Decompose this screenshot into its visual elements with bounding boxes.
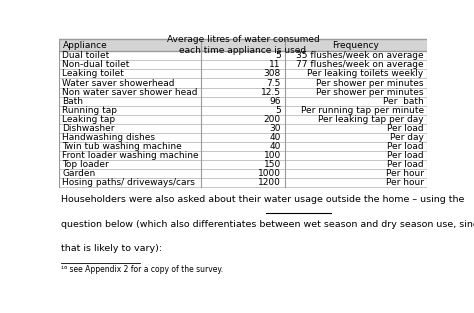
- Text: Per shower per minutes: Per shower per minutes: [316, 79, 424, 88]
- Text: 308: 308: [264, 69, 281, 79]
- Text: Leaking tap: Leaking tap: [62, 115, 115, 124]
- Text: Leaking toilet: Leaking toilet: [62, 69, 124, 79]
- Text: Non water saver shower head: Non water saver shower head: [62, 88, 198, 96]
- Text: Per running tap per minute: Per running tap per minute: [301, 105, 424, 115]
- Text: Appliance: Appliance: [63, 41, 108, 49]
- Text: Per load: Per load: [387, 142, 424, 151]
- Text: Top loader: Top loader: [62, 160, 109, 169]
- Text: Dishwasher: Dishwasher: [62, 124, 115, 133]
- Text: 40: 40: [269, 142, 281, 151]
- Text: Front loader washing machine: Front loader washing machine: [62, 151, 199, 160]
- Text: 7.5: 7.5: [266, 79, 281, 88]
- Text: Per load: Per load: [387, 151, 424, 160]
- Text: Per shower per minutes: Per shower per minutes: [316, 88, 424, 96]
- Text: Per leaking tap per day: Per leaking tap per day: [318, 115, 424, 124]
- Text: Twin tub washing machine: Twin tub washing machine: [62, 142, 182, 151]
- Text: Dual toilet: Dual toilet: [62, 51, 109, 60]
- Text: 5: 5: [275, 105, 281, 115]
- Text: Per leaking toilets weekly: Per leaking toilets weekly: [308, 69, 424, 79]
- Text: 30: 30: [269, 124, 281, 133]
- Text: Householders were also asked about their water usage outside the home – using th: Householders were also asked about their…: [61, 195, 465, 204]
- Text: Frequency: Frequency: [332, 41, 379, 49]
- Text: 1200: 1200: [258, 178, 281, 187]
- Text: 40: 40: [269, 133, 281, 142]
- Text: Non-dual toilet: Non-dual toilet: [62, 60, 129, 69]
- Text: Average litres of water consumed
each time appliance is used: Average litres of water consumed each ti…: [166, 35, 319, 55]
- Text: 12.5: 12.5: [261, 88, 281, 96]
- Text: Handwashing dishes: Handwashing dishes: [62, 133, 155, 142]
- Text: Bath: Bath: [62, 97, 83, 105]
- Bar: [59, 39, 427, 51]
- Text: Per  bath: Per bath: [383, 97, 424, 105]
- Text: Per load: Per load: [387, 160, 424, 169]
- Text: Per hour: Per hour: [386, 178, 424, 187]
- Text: ¹⁶ see Appendix 2 for a copy of the survey.: ¹⁶ see Appendix 2 for a copy of the surv…: [61, 265, 223, 274]
- Text: 150: 150: [264, 160, 281, 169]
- Text: 100: 100: [264, 151, 281, 160]
- Text: Per hour: Per hour: [386, 169, 424, 178]
- Text: 5: 5: [275, 51, 281, 60]
- Text: Running tap: Running tap: [62, 105, 117, 115]
- Text: 96: 96: [269, 97, 281, 105]
- Text: question below (which also differentiates between wet season and dry season use,: question below (which also differentiate…: [61, 219, 474, 228]
- Text: 200: 200: [264, 115, 281, 124]
- Text: that is likely to vary):: that is likely to vary):: [61, 244, 162, 253]
- Text: Per load: Per load: [387, 124, 424, 133]
- Text: 35 flushes/week on average: 35 flushes/week on average: [296, 51, 424, 60]
- Text: Hosing paths/ driveways/cars: Hosing paths/ driveways/cars: [62, 178, 195, 187]
- Text: 77 flushes/week on average: 77 flushes/week on average: [296, 60, 424, 69]
- Text: 1000: 1000: [258, 169, 281, 178]
- Text: Water saver showerhead: Water saver showerhead: [62, 79, 175, 88]
- Text: Per day: Per day: [390, 133, 424, 142]
- Text: Garden: Garden: [62, 169, 95, 178]
- Text: 11: 11: [269, 60, 281, 69]
